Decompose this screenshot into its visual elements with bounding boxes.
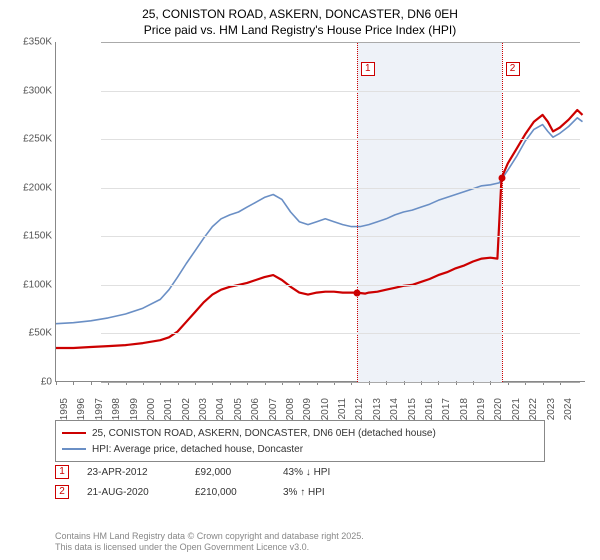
legend-swatch-2 [62, 448, 86, 450]
event-marker-2: 2 [506, 62, 520, 76]
x-axis-label: 2005 [233, 398, 244, 420]
chart-title-block: 25, CONISTON ROAD, ASKERN, DONCASTER, DN… [0, 0, 600, 38]
x-axis-label: 2008 [285, 398, 296, 420]
x-axis-label: 2011 [337, 398, 348, 420]
x-axis-label: 1996 [76, 398, 87, 420]
x-axis-label: 2013 [372, 398, 383, 420]
sales-price: £210,000 [195, 487, 265, 498]
legend-label-2: HPI: Average price, detached house, Donc… [92, 444, 303, 455]
x-axis-label: 2016 [424, 398, 435, 420]
sales-row: 1 23-APR-2012 £92,000 43% ↓ HPI [55, 462, 545, 482]
sales-date: 23-APR-2012 [87, 467, 177, 478]
x-axis-label: 2004 [215, 398, 226, 420]
legend-swatch-1 [62, 432, 86, 434]
x-axis-label: 1997 [94, 398, 105, 420]
sales-marker-2: 2 [55, 485, 69, 499]
x-axis-label: 1995 [59, 398, 70, 420]
x-axis-label: 2000 [146, 398, 157, 420]
y-axis-label: £250K [10, 134, 52, 145]
y-axis-label: £300K [10, 85, 52, 96]
x-axis-label: 2020 [493, 398, 504, 420]
x-axis-label: 2021 [511, 398, 522, 420]
line-series [56, 42, 586, 382]
footer-line-2: This data is licensed under the Open Gov… [55, 542, 364, 554]
y-axis-label: £100K [10, 279, 52, 290]
x-axis-label: 2007 [268, 398, 279, 420]
y-axis-label: £350K [10, 37, 52, 48]
x-axis-label: 2015 [407, 398, 418, 420]
footer-line-1: Contains HM Land Registry data © Crown c… [55, 531, 364, 543]
x-axis-label: 2018 [459, 398, 470, 420]
event-dot-2 [498, 175, 505, 182]
title-line-1: 25, CONISTON ROAD, ASKERN, DONCASTER, DN… [0, 6, 600, 22]
x-axis-label: 2023 [546, 398, 557, 420]
x-axis-label: 2012 [354, 398, 365, 420]
sales-marker-1: 1 [55, 465, 69, 479]
x-axis-label: 2024 [563, 398, 574, 420]
y-axis-label: £0 [10, 377, 52, 388]
x-axis-label: 2019 [476, 398, 487, 420]
title-line-2: Price paid vs. HM Land Registry's House … [0, 22, 600, 38]
footer: Contains HM Land Registry data © Crown c… [55, 531, 364, 554]
x-axis-label: 2014 [389, 398, 400, 420]
sales-table: 1 23-APR-2012 £92,000 43% ↓ HPI 2 21-AUG… [55, 462, 545, 502]
x-axis-label: 2017 [441, 398, 452, 420]
x-axis-label: 2009 [302, 398, 313, 420]
sales-date: 21-AUG-2020 [87, 487, 177, 498]
x-axis-label: 1999 [129, 398, 140, 420]
chart: £0£50K£100K£150K£200K£250K£300K£350K 12 … [10, 42, 590, 412]
x-axis-label: 2001 [163, 398, 174, 420]
series-price_paid [56, 110, 583, 348]
event-marker-1: 1 [361, 62, 375, 76]
event-dot-1 [353, 289, 360, 296]
y-axis-label: £200K [10, 182, 52, 193]
legend: 25, CONISTON ROAD, ASKERN, DONCASTER, DN… [55, 420, 545, 462]
y-axis-label: £50K [10, 328, 52, 339]
x-axis-label: 2022 [528, 398, 539, 420]
sales-row: 2 21-AUG-2020 £210,000 3% ↑ HPI [55, 482, 545, 502]
y-axis-label: £150K [10, 231, 52, 242]
legend-label-1: 25, CONISTON ROAD, ASKERN, DONCASTER, DN… [92, 428, 436, 439]
sales-delta: 3% ↑ HPI [283, 487, 363, 498]
x-axis-label: 2003 [198, 398, 209, 420]
sales-price: £92,000 [195, 467, 265, 478]
x-axis-label: 2002 [181, 398, 192, 420]
sales-delta: 43% ↓ HPI [283, 467, 363, 478]
x-axis-label: 2010 [320, 398, 331, 420]
x-axis-label: 2006 [250, 398, 261, 420]
plot-area: 12 1995199619971998199920002001200220032… [55, 42, 585, 382]
x-axis-label: 1998 [111, 398, 122, 420]
